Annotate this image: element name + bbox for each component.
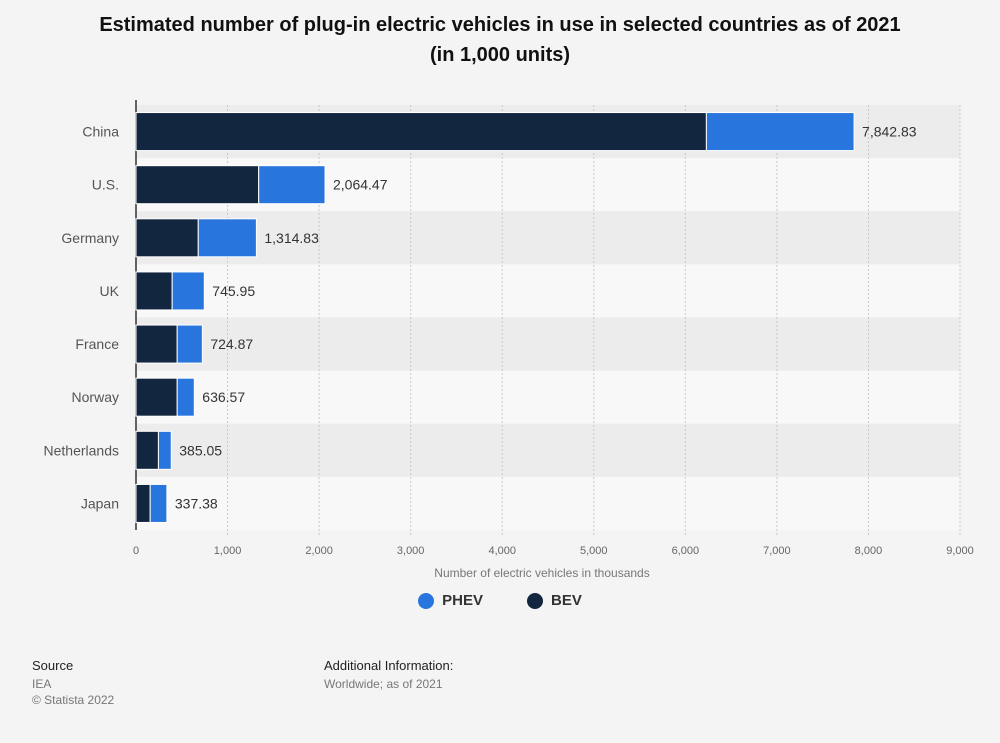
- bar-segment-bev: [135, 218, 199, 258]
- source-heading: Source: [32, 658, 74, 673]
- data-label: 7,842.83: [862, 124, 917, 140]
- chart-title-line-1: Estimated number of plug-in electric veh…: [99, 14, 901, 36]
- legend-item-bev[interactable]: BEV: [527, 592, 582, 609]
- legend-swatch-phev: [418, 592, 435, 609]
- chart-title-line-2: (in 1,000 units): [429, 44, 571, 66]
- bar-segment-phev: [176, 324, 203, 364]
- x-tick-label: 4,000: [488, 545, 516, 557]
- category-label: China: [82, 124, 119, 140]
- chart-title: Estimated number of plug-in electric veh…: [0, 10, 1000, 70]
- source-name: IEA: [32, 677, 52, 691]
- x-tick-label: 5,000: [580, 545, 608, 557]
- x-tick-label: 6,000: [672, 545, 700, 557]
- category-label: Netherlands: [44, 442, 120, 458]
- category-label: Germany: [61, 230, 119, 246]
- x-tick-label: 1,000: [214, 545, 242, 557]
- bar-segment-bev: [135, 112, 707, 152]
- legend-label-bev: BEV: [551, 592, 582, 609]
- legend-label-phev: PHEV: [442, 592, 483, 609]
- bar-segment-phev: [176, 377, 195, 417]
- bar-segment-bev: [135, 324, 178, 364]
- category-label: U.S.: [92, 177, 119, 193]
- data-label: 745.95: [212, 283, 255, 299]
- row-band: [136, 264, 960, 318]
- x-tick-label: 3,000: [397, 545, 425, 557]
- additional-info-text: Worldwide; as of 2021: [324, 677, 443, 691]
- bar-segment-bev: [135, 430, 159, 470]
- data-label: 1,314.83: [264, 230, 319, 246]
- source-block: Source IEA © Statista 2022: [32, 658, 114, 708]
- row-band: [136, 317, 960, 371]
- data-label: 385.05: [179, 442, 222, 458]
- row-band: [136, 211, 960, 265]
- chart-legend: PHEV BEV: [0, 592, 1000, 609]
- bar-segment-bev: [135, 377, 178, 417]
- x-axis-title: Number of electric vehicles in thousands: [434, 566, 649, 580]
- x-tick-label: 7,000: [763, 545, 791, 557]
- x-tick-label: 0: [133, 545, 139, 557]
- data-label: 2,064.47: [333, 177, 388, 193]
- category-label: Japan: [81, 495, 119, 511]
- bar-chart: 0 1,000 2,000 3,000 4,000 5,000 6,000 7,000 8,00…: [44, 100, 974, 580]
- row-band: [136, 476, 960, 530]
- additional-info-heading: Additional Information:: [324, 658, 454, 673]
- x-tick-label: 9,000: [946, 545, 974, 557]
- legend-item-phev[interactable]: PHEV: [418, 592, 483, 609]
- bar-segment-phev: [705, 112, 855, 152]
- bar-segment-phev: [149, 483, 168, 523]
- data-label: 724.87: [210, 336, 253, 352]
- category-label: UK: [100, 283, 120, 299]
- category-label: France: [75, 336, 119, 352]
- data-label: 636.57: [202, 389, 245, 405]
- bar-segment-phev: [171, 271, 205, 311]
- copyright-text: © Statista 2022: [32, 693, 115, 707]
- bar-segment-bev: [135, 165, 260, 205]
- row-band: [136, 423, 960, 477]
- legend-swatch-bev: [527, 592, 543, 609]
- data-label: 337.38: [175, 495, 218, 511]
- bar-segment-bev: [135, 483, 151, 523]
- bar-segment-phev: [258, 165, 326, 205]
- bar-segment-bev: [135, 271, 173, 311]
- row-band: [136, 370, 960, 424]
- category-label: Norway: [72, 389, 119, 405]
- x-tick-label: 8,000: [855, 545, 883, 557]
- bar-segment-phev: [157, 430, 172, 470]
- x-tick-label: 2,000: [305, 545, 333, 557]
- bar-segment-phev: [197, 218, 257, 258]
- additional-info-block: Additional Information: Worldwide; as of…: [324, 658, 453, 692]
